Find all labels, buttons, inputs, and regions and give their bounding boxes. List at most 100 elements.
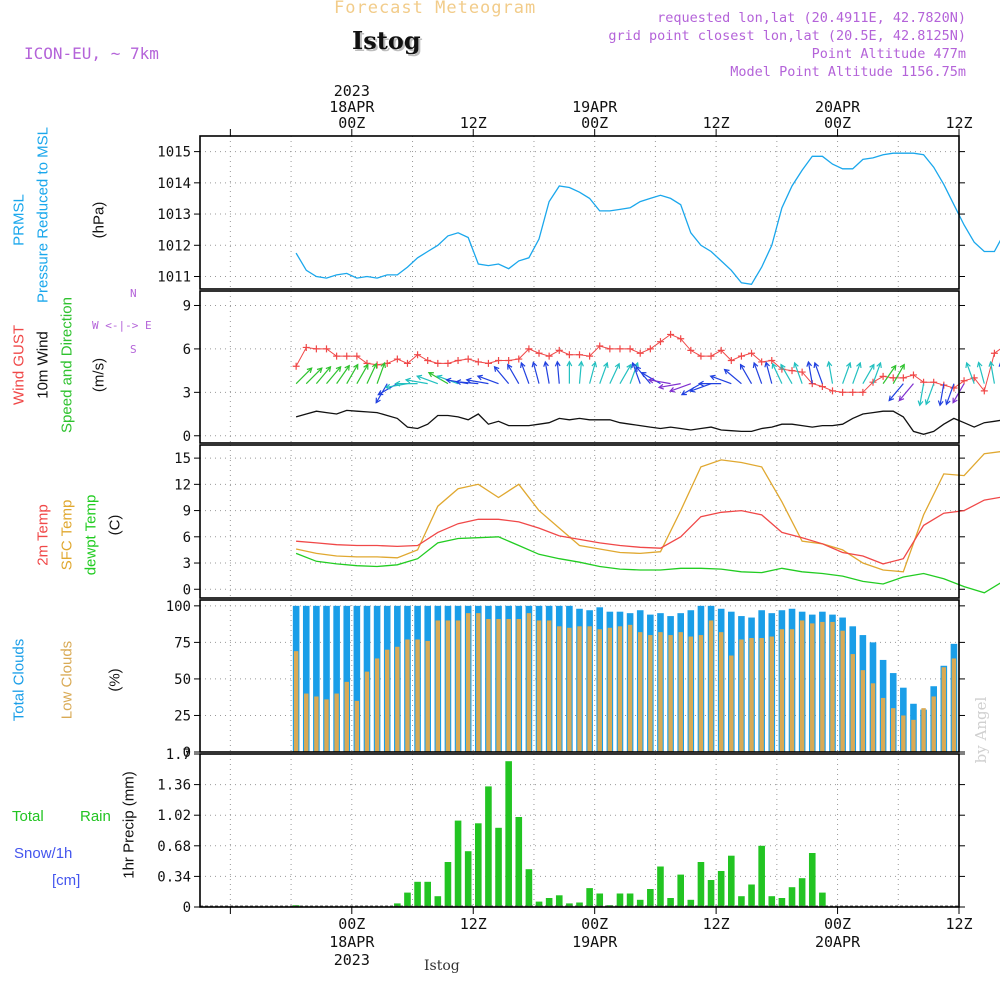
wind-arrow-head [631, 361, 637, 369]
wind-arrow-head [965, 361, 971, 369]
wind-speed-direction-label: Speed and Direction [58, 297, 76, 433]
total-cloud-bar [313, 605, 320, 752]
meteogram-title: Forecast Meteogram [334, 0, 537, 18]
wind-gust-point [748, 349, 756, 357]
temp-2m-line [296, 496, 1000, 565]
wind-arrow-head [614, 362, 621, 369]
wind-tick-label: 3 [183, 385, 191, 401]
requested-coordinates: requested lon,lat (20.4911E, 42.7820N) [657, 10, 966, 26]
wind-arrow-shaft [405, 379, 428, 385]
clouds-tick-label: 50 [174, 672, 191, 688]
rain-bar [707, 880, 715, 907]
precip-tick-label: 0.68 [157, 839, 191, 855]
wind-arrow-shaft [532, 362, 540, 384]
low-cloud-bar [465, 613, 471, 752]
top-time-label: 12Z [460, 114, 487, 132]
wind-direction-arrow [813, 361, 823, 384]
low-cloud-bar [293, 651, 299, 752]
rain-bar [414, 881, 421, 907]
rain-bar [525, 869, 533, 907]
wind-arrow-shaft [609, 363, 620, 384]
rain-bar [434, 896, 442, 907]
wind-arrow-shaft [589, 362, 596, 384]
wind-direction-arrow [520, 361, 530, 384]
wind-direction-arrow [739, 363, 753, 384]
low-cloud-bar [678, 632, 683, 752]
precip-axis-label: 1hr Precip (mm) [120, 771, 138, 879]
wind-arrow-shaft [828, 361, 834, 384]
wind-direction-arrow [709, 374, 732, 385]
low-cloud-bar [810, 623, 815, 752]
low-cloud-bar [425, 640, 430, 752]
temperature-tick-label: 3 [183, 556, 191, 572]
wind-arrow-head [647, 377, 654, 384]
wind-arrow-head [626, 363, 632, 370]
wind-gust-point [677, 335, 685, 343]
wind-arrow-shaft [544, 361, 550, 384]
total-cloud-bar [323, 605, 330, 752]
low-cloud-bar [759, 638, 764, 752]
total-cloud-bar [353, 605, 361, 752]
wind-gust-point [353, 352, 361, 360]
wind-gust-point [333, 352, 341, 360]
wind-gust-point [990, 349, 998, 357]
wind-arrow-shaft [862, 364, 875, 384]
author-credit: by Angel [972, 696, 990, 764]
wind-arrow-shaft [346, 364, 359, 384]
wind-direction-arrow [336, 364, 350, 384]
bottom-time-label: 12Z [460, 915, 487, 933]
wind-gust-point [555, 346, 563, 354]
wind-arrow-shaft [477, 375, 499, 385]
temperature-tick-label: 0 [183, 582, 191, 598]
wind-arrow-shaft [772, 363, 783, 384]
rain-bar [515, 817, 523, 907]
rain-bar [404, 892, 411, 907]
precip-rain-label: Rain [80, 808, 111, 825]
wind-direction-arrow [752, 361, 763, 384]
low-cloud-bar [830, 621, 835, 752]
wind-direction-arrow [842, 361, 852, 384]
wind-arrow-shaft [520, 362, 530, 384]
low-cloud-bar [891, 708, 896, 752]
wind-gust-point [292, 362, 300, 370]
wind-arrow-shaft [892, 364, 905, 384]
top-time-label: 18APR [329, 98, 375, 116]
low-cloud-bar [860, 670, 866, 752]
wind-arrow-head [876, 361, 882, 369]
wind-arrow-head [888, 395, 895, 402]
precip-snow-unit: [cm] [52, 872, 81, 889]
rain-bar [717, 871, 725, 907]
wind-arrow-shaft [690, 383, 712, 392]
wind-direction-arrow [346, 363, 359, 384]
wind-gust-point [302, 343, 310, 351]
bottom-time-label: 00Z [338, 915, 365, 933]
pressure-tick-label: 1014 [157, 176, 191, 192]
wind-gust-point [444, 359, 452, 367]
wind-gust-point [323, 345, 330, 353]
low-cloud-bar [648, 635, 653, 752]
wind-arrow-shaft [990, 361, 996, 384]
wind-arrow-shaft [807, 361, 813, 384]
rain-bar [636, 899, 644, 907]
rain-bar [819, 892, 826, 907]
wind-direction-arrow [924, 383, 935, 406]
pressure-panel-frame [199, 135, 960, 290]
wind-arrow-head [578, 360, 584, 367]
wind-direction-arrow [888, 383, 904, 402]
wind-arrow-shaft [494, 366, 510, 385]
wind-direction-arrow [631, 361, 641, 384]
precip-panel-frame [199, 753, 960, 908]
wind-arrow-head [427, 372, 434, 378]
low-cloud-bar [658, 632, 663, 752]
wind-tick-label: 0 [183, 429, 191, 445]
wind-arrow-head [415, 374, 423, 381]
temperature-tick-label: 12 [174, 477, 191, 493]
bottom-time-label: 00Z [581, 915, 608, 933]
wind-arrow-head [689, 387, 696, 393]
wind-direction-arrow [566, 360, 573, 384]
wind-gust-point [535, 349, 543, 357]
wind-arrow-head [404, 377, 411, 384]
wind-arrow-head [371, 362, 378, 369]
low-cloud-bar [718, 632, 724, 752]
